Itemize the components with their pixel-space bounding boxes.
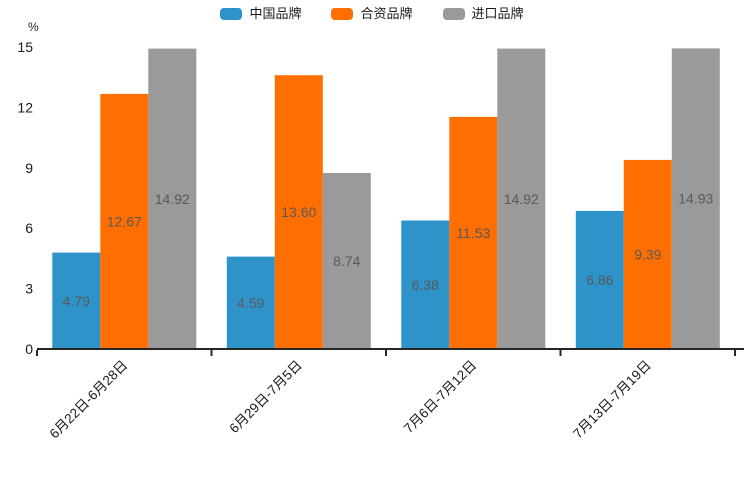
legend-swatch-icon (442, 7, 465, 20)
bar-value-label: 9.39 (634, 247, 661, 263)
y-tick-label: 0 (25, 341, 33, 357)
bar-value-label: 11.53 (456, 225, 490, 241)
bar-series3-group2 (322, 173, 371, 349)
bar-series2-group4 (623, 159, 672, 349)
bar-series1-group1 (52, 252, 101, 349)
legend-swatch-icon (220, 7, 243, 20)
legend-item-1: 中国品牌 (220, 7, 301, 20)
x-category-label: 7月6日-7月12日 (401, 358, 480, 437)
bar-value-label: 6.86 (586, 272, 613, 288)
bar-series2-group2 (274, 75, 323, 349)
bar-series1-group3 (401, 220, 450, 349)
legend-item-2: 合资品牌 (331, 6, 413, 21)
bar-series2-group1 (100, 93, 149, 350)
legend-label: 合资品牌 (360, 6, 413, 21)
x-category-label: 6月22日-6月28日 (47, 358, 131, 442)
bar-value-label: 13.60 (281, 204, 316, 220)
x-category-label: 6月29日-7月5日 (226, 358, 305, 437)
bar-value-label: 14.93 (678, 191, 713, 207)
legend-label: 进口品牌 (471, 6, 524, 21)
bar-series3-group1 (148, 48, 197, 349)
bar-value-label: 4.79 (63, 293, 90, 309)
x-category-label: 7月13日-7月19日 (570, 358, 654, 442)
y-tick-label: 9 (25, 160, 33, 176)
y-axis-unit-label: % (28, 20, 39, 34)
legend-swatch-icon (331, 7, 354, 20)
y-tick-label: 12 (17, 99, 33, 115)
y-tick-label: 6 (25, 220, 33, 236)
bar-series2-group3 (449, 116, 498, 350)
legend-item-3: 进口品牌 (442, 6, 524, 21)
legend-label: 中国品牌 (249, 6, 302, 21)
bar-value-label: 14.92 (504, 191, 539, 207)
bar-series1-group2 (226, 256, 275, 349)
chart-legend: 中国品牌 合资品牌 进口品牌 (0, 7, 744, 20)
bar-series1-group4 (575, 210, 624, 349)
bar-value-label: 4.59 (237, 295, 264, 311)
bar-value-label: 12.67 (107, 214, 142, 230)
y-tick-label: 3 (25, 281, 33, 297)
bar-value-label: 14.92 (155, 191, 190, 207)
bar-value-label: 8.74 (333, 253, 360, 269)
bar-value-label: 6.38 (412, 277, 439, 293)
bar-series3-group4 (671, 48, 720, 350)
bar-series3-group3 (497, 48, 546, 349)
y-tick-label: 15 (17, 39, 33, 55)
